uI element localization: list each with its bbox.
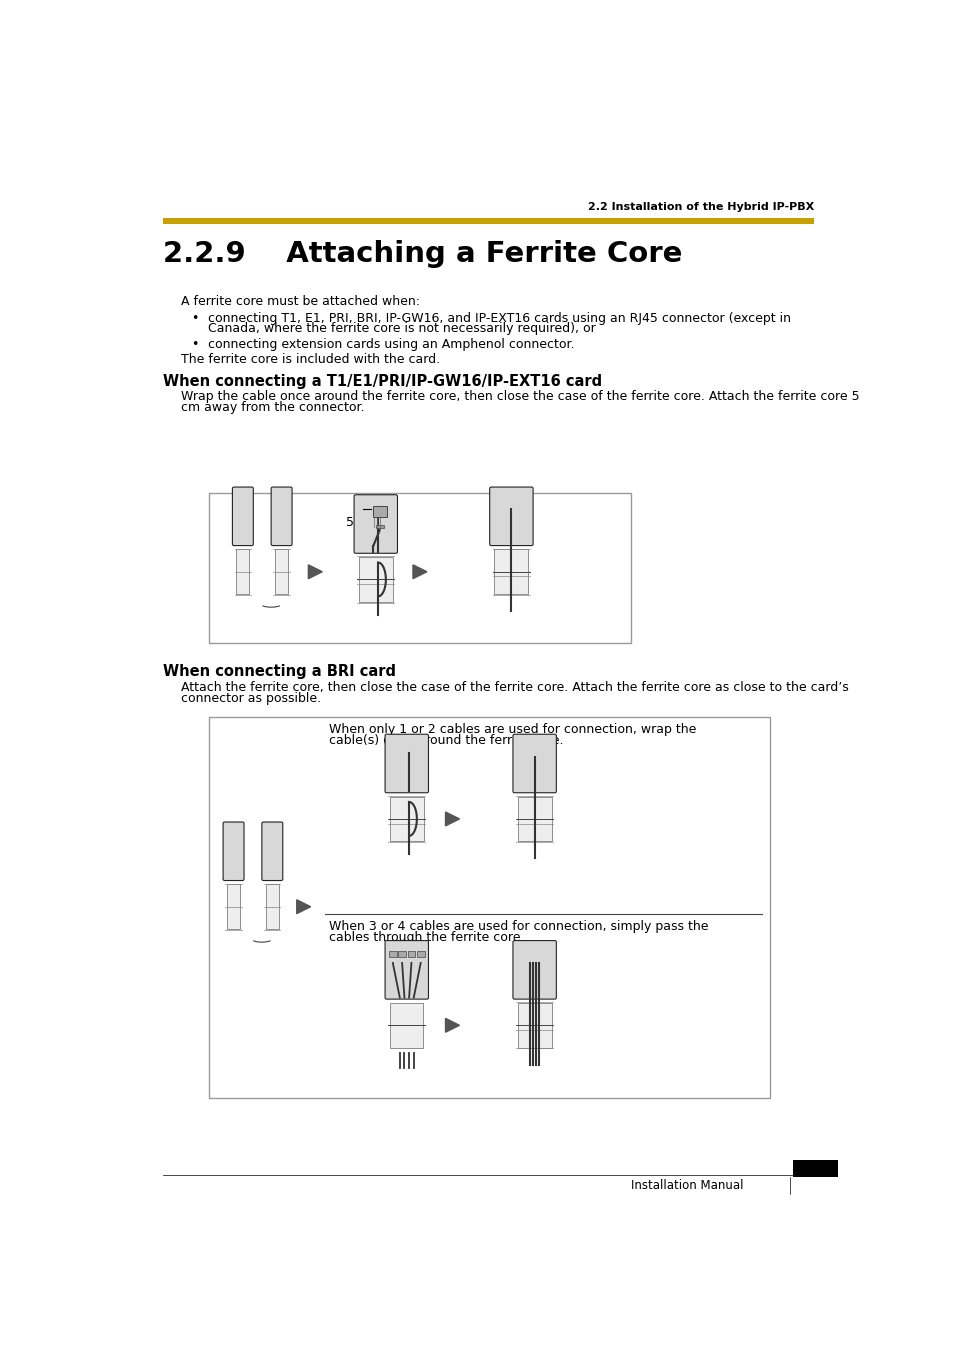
- Bar: [416, 951, 424, 957]
- Text: Wrap the cable once around the ferrite core, then close the case of the ferrite : Wrap the cable once around the ferrite c…: [181, 390, 859, 403]
- FancyBboxPatch shape: [489, 488, 533, 546]
- Bar: [209, 716, 769, 1097]
- FancyBboxPatch shape: [513, 734, 556, 793]
- Bar: [390, 797, 423, 842]
- FancyBboxPatch shape: [233, 488, 253, 546]
- Polygon shape: [296, 900, 311, 913]
- Text: connecting T1, E1, PRI, BRI, IP-GW16, and IP-EXT16 cards using an RJ45 connector: connecting T1, E1, PRI, BRI, IP-GW16, an…: [208, 312, 791, 324]
- Bar: [227, 885, 240, 929]
- Bar: [266, 885, 278, 929]
- Text: The ferrite core is included with the card.: The ferrite core is included with the ca…: [181, 353, 440, 366]
- Text: •: •: [191, 312, 198, 324]
- Bar: [373, 507, 386, 517]
- Bar: [236, 550, 249, 594]
- Bar: [389, 951, 396, 957]
- FancyBboxPatch shape: [354, 494, 397, 554]
- Text: 57: 57: [805, 1179, 823, 1193]
- Bar: [407, 951, 415, 957]
- Text: •: •: [191, 338, 198, 351]
- Polygon shape: [445, 1019, 459, 1032]
- Bar: [793, 1161, 837, 1177]
- Text: connector as possible.: connector as possible.: [181, 692, 321, 705]
- Bar: [390, 1002, 422, 1047]
- Polygon shape: [413, 565, 427, 578]
- FancyBboxPatch shape: [261, 821, 282, 881]
- Text: connecting extension cards using an Amphenol connector.: connecting extension cards using an Amph…: [208, 338, 575, 351]
- Text: 2.2 Installation of the Hybrid IP-PBX: 2.2 Installation of the Hybrid IP-PBX: [588, 201, 814, 212]
- Text: cm away from the connector.: cm away from the connector.: [181, 401, 364, 413]
- Text: Canada, where the ferrite core is not necessarily required), or: Canada, where the ferrite core is not ne…: [208, 323, 596, 335]
- Text: Attach the ferrite core, then close the case of the ferrite core. Attach the fer: Attach the ferrite core, then close the …: [181, 681, 848, 694]
- Bar: [517, 1002, 551, 1047]
- Text: When connecting a T1/E1/PRI/IP-GW16/IP-EXT16 card: When connecting a T1/E1/PRI/IP-GW16/IP-E…: [163, 374, 602, 389]
- Bar: [163, 219, 814, 224]
- Text: When only 1 or 2 cables are used for connection, wrap the: When only 1 or 2 cables are used for con…: [329, 723, 696, 736]
- Text: Installation Manual: Installation Manual: [630, 1179, 742, 1193]
- Bar: [494, 550, 528, 594]
- Bar: [375, 524, 383, 528]
- Bar: [209, 493, 630, 643]
- Text: 2.2.9    Attaching a Ferrite Core: 2.2.9 Attaching a Ferrite Core: [163, 240, 682, 269]
- FancyBboxPatch shape: [385, 734, 428, 793]
- Bar: [397, 951, 406, 957]
- FancyBboxPatch shape: [385, 940, 428, 1000]
- Text: cable(s) once around the ferrite core.: cable(s) once around the ferrite core.: [329, 734, 563, 747]
- FancyBboxPatch shape: [271, 488, 292, 546]
- Text: When connecting a BRI card: When connecting a BRI card: [163, 663, 396, 678]
- Bar: [274, 550, 288, 594]
- FancyBboxPatch shape: [223, 821, 244, 881]
- Text: 5 cm: 5 cm: [346, 516, 377, 528]
- Bar: [517, 797, 551, 842]
- Text: A ferrite core must be attached when:: A ferrite core must be attached when:: [181, 295, 420, 308]
- Text: When 3 or 4 cables are used for connection, simply pass the: When 3 or 4 cables are used for connecti…: [329, 920, 708, 932]
- Text: cables through the ferrite core.: cables through the ferrite core.: [329, 931, 524, 943]
- Polygon shape: [445, 812, 459, 825]
- Polygon shape: [308, 565, 322, 578]
- FancyBboxPatch shape: [513, 940, 556, 1000]
- Bar: [358, 557, 393, 601]
